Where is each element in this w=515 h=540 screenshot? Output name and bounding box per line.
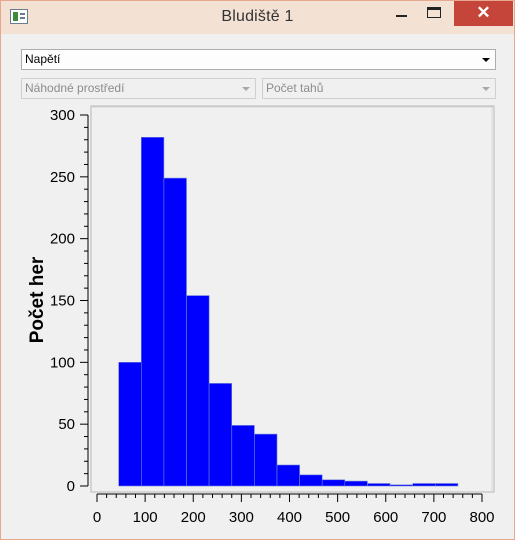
histogram-bar — [141, 137, 164, 486]
y-tick-label: 50 — [58, 416, 75, 433]
histogram-bar — [345, 481, 368, 486]
x-tick-label: 500 — [325, 509, 350, 526]
histogram-bar — [209, 383, 232, 486]
histogram-bar — [413, 484, 436, 487]
y-tick-label: 0 — [67, 478, 75, 495]
x-tick-label: 200 — [181, 509, 206, 526]
histogram-bar — [119, 362, 142, 486]
histogram-bar — [277, 465, 300, 486]
histogram-bar — [300, 475, 323, 486]
histogram-bar — [232, 425, 255, 486]
x-tick-label: 600 — [373, 509, 398, 526]
y-tick-label: 250 — [50, 169, 75, 186]
histogram-bar — [368, 484, 391, 487]
y-axis-label: Počet her — [27, 256, 48, 343]
y-tick-label: 100 — [50, 354, 75, 371]
x-tick-label: 100 — [133, 509, 158, 526]
x-tick-label: 0 — [93, 509, 101, 526]
histogram-bar — [322, 480, 345, 486]
histogram-bar — [187, 296, 210, 486]
histogram-bar — [435, 484, 458, 487]
histogram-bar — [390, 485, 413, 486]
histogram-bar — [254, 434, 277, 486]
x-tick-label: 800 — [469, 509, 494, 526]
histogram-bar — [164, 178, 187, 486]
x-tick-label: 400 — [277, 509, 302, 526]
y-tick-label: 150 — [50, 293, 75, 310]
x-tick-label: 700 — [421, 509, 446, 526]
y-tick-label: 200 — [50, 231, 75, 248]
y-tick-label: 300 — [50, 107, 75, 124]
x-tick-label: 300 — [229, 509, 254, 526]
